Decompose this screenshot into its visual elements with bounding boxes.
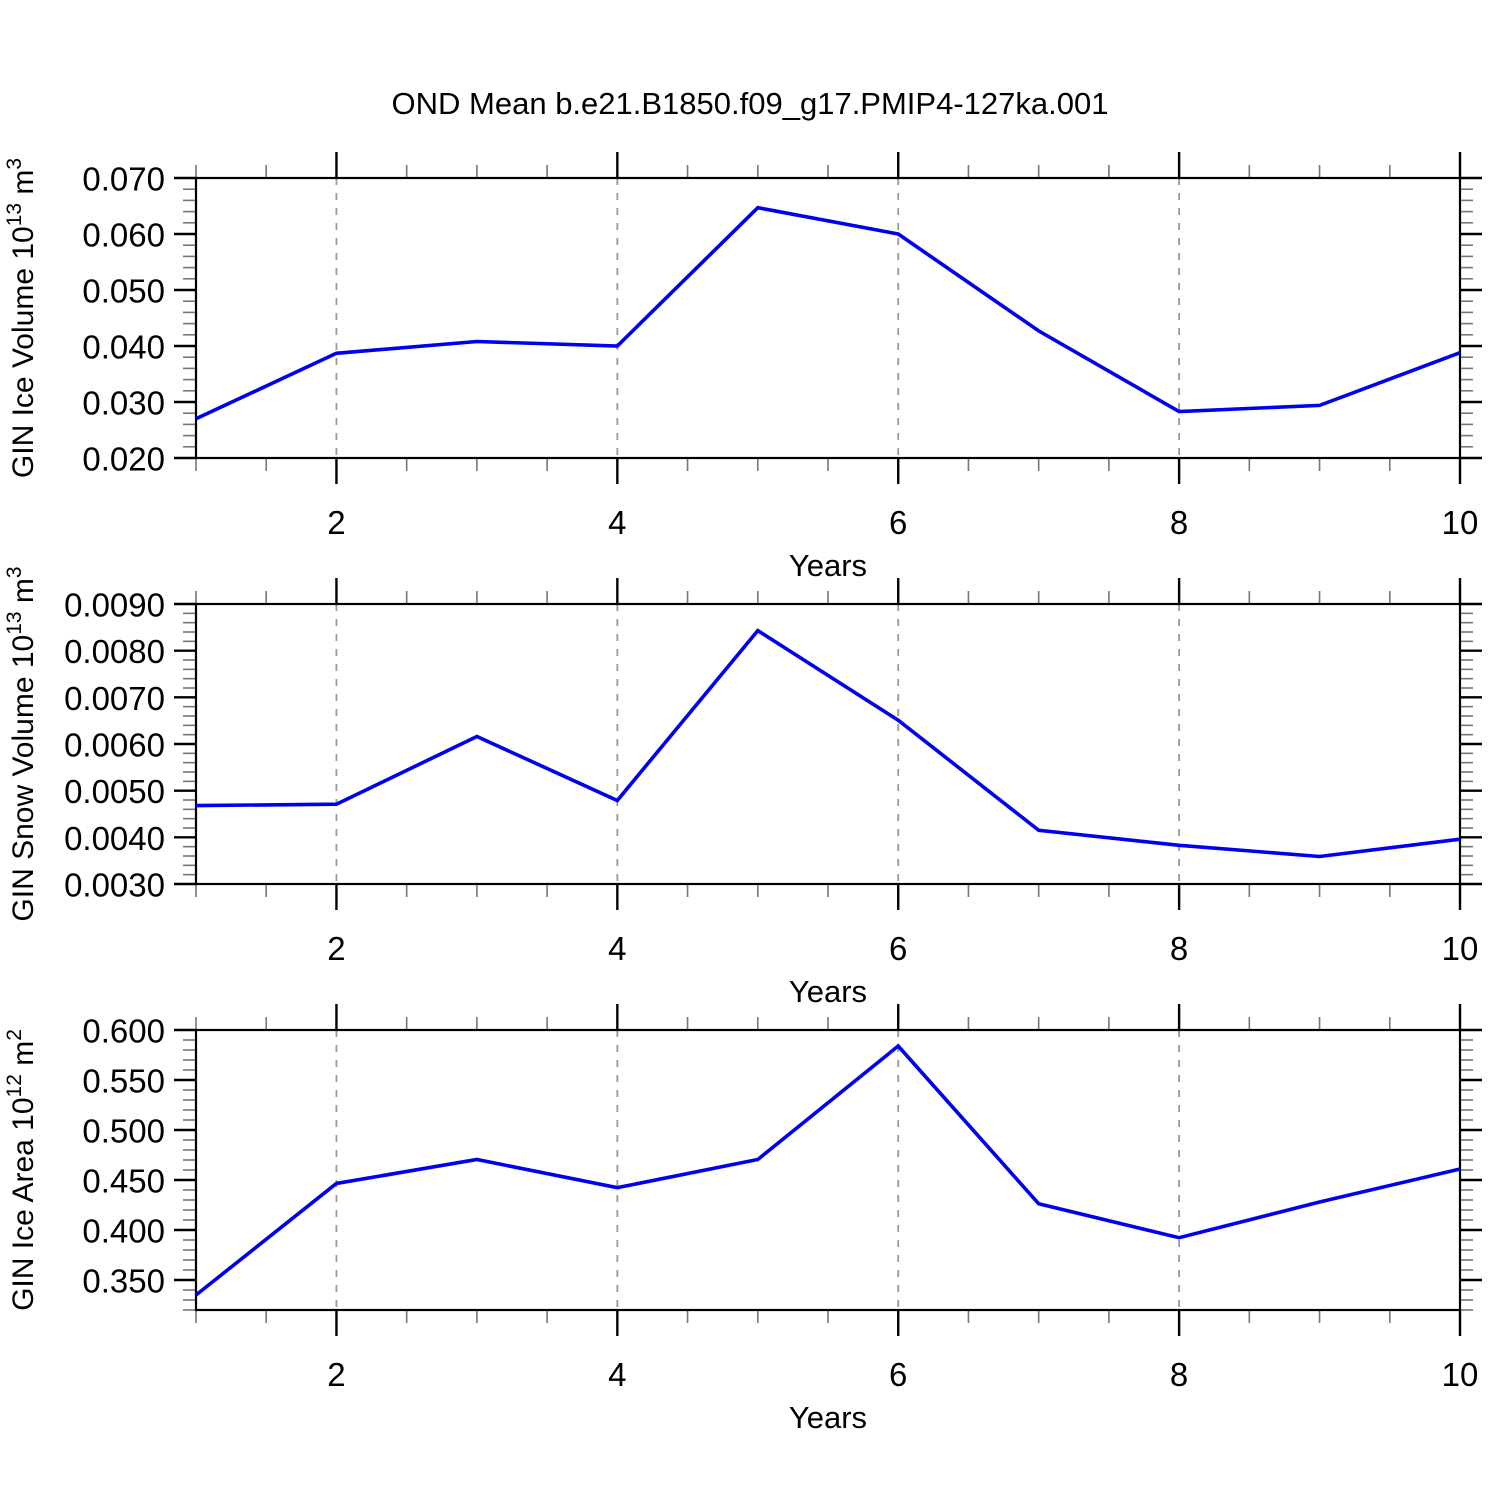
y-tick-label: 0.0090 bbox=[64, 587, 165, 624]
x-tick-label: 8 bbox=[1170, 930, 1188, 967]
plot-frame bbox=[194, 176, 1462, 460]
y-tick-label: 0.0080 bbox=[64, 633, 165, 670]
y-tick-label: 0.0070 bbox=[64, 680, 165, 717]
x-tick-label: 8 bbox=[1170, 1356, 1188, 1393]
x-axis-title: Years bbox=[789, 1400, 867, 1435]
chart-title: OND Mean b.e21.B1850.f09_g17.PMIP4-127ka… bbox=[391, 86, 1109, 121]
x-tick-label: 4 bbox=[608, 504, 626, 541]
y-tick-label: 0.400 bbox=[82, 1213, 165, 1250]
x-tick-label: 8 bbox=[1170, 504, 1188, 541]
y-tick-label: 0.450 bbox=[82, 1163, 165, 1200]
y-tick-label: 0.0030 bbox=[64, 867, 165, 904]
y-tick-label: 0.070 bbox=[82, 161, 165, 198]
y-tick-label: 0.020 bbox=[82, 441, 165, 478]
panel-1: 2 4 6 8 10 0.070 0.060 0.050 0.040 0.030 0.020 Year… bbox=[3, 152, 1482, 583]
x-tick-label: 10 bbox=[1442, 930, 1479, 967]
y-tick-label: 0.050 bbox=[82, 273, 165, 310]
plot-frame bbox=[194, 602, 1462, 886]
x-tick-label: 2 bbox=[327, 1356, 345, 1393]
x-tick-label: 6 bbox=[889, 930, 907, 967]
x-tick-label: 2 bbox=[327, 504, 345, 541]
x-tick-label: 6 bbox=[889, 504, 907, 541]
y-tick-label: 0.0060 bbox=[64, 727, 165, 764]
y-axis-title: GIN Ice Volume 1013​ m3​ bbox=[3, 158, 40, 478]
y-tick-label: 0.040 bbox=[82, 329, 165, 366]
data-line bbox=[195, 205, 1461, 421]
y-tick-label: 0.600 bbox=[82, 1013, 165, 1050]
y-tick-label: 0.030 bbox=[82, 385, 165, 422]
x-tick-label: 10 bbox=[1442, 1356, 1479, 1393]
y-tick-label: 0.350 bbox=[82, 1263, 165, 1300]
x-tick-label: 10 bbox=[1442, 504, 1479, 541]
y-tick-label: 0.550 bbox=[82, 1063, 165, 1100]
y-tick-label: 0.0050 bbox=[64, 773, 165, 810]
panel-3: 2 4 6 8 10 0.600 0.550 0.500 0.450 0.400 0.350 Year… bbox=[3, 1004, 1482, 1435]
y-tick-label: 0.0040 bbox=[64, 820, 165, 857]
x-axis-title: Years bbox=[789, 548, 867, 583]
x-tick-label: 2 bbox=[327, 930, 345, 967]
panel-2: 2 4 6 8 10 0.0090 0.0080 0.0070 0.0060 0.0050 0.00… bbox=[3, 566, 1482, 1009]
y-tick-label: 0.060 bbox=[82, 217, 165, 254]
x-tick-label: 6 bbox=[889, 1356, 907, 1393]
y-axis-title: GIN Ice Area 1012​ m2​ bbox=[3, 1029, 40, 1311]
data-line bbox=[195, 628, 1461, 859]
plot-frame bbox=[194, 1028, 1462, 1312]
x-tick-label: 4 bbox=[608, 930, 626, 967]
y-axis-title: GIN Snow Volume 1013​ m3​ bbox=[3, 566, 40, 921]
data-line bbox=[194, 1043, 1461, 1297]
x-tick-label: 4 bbox=[608, 1356, 626, 1393]
y-tick-label: 0.500 bbox=[82, 1113, 165, 1150]
x-axis-title: Years bbox=[789, 974, 867, 1009]
